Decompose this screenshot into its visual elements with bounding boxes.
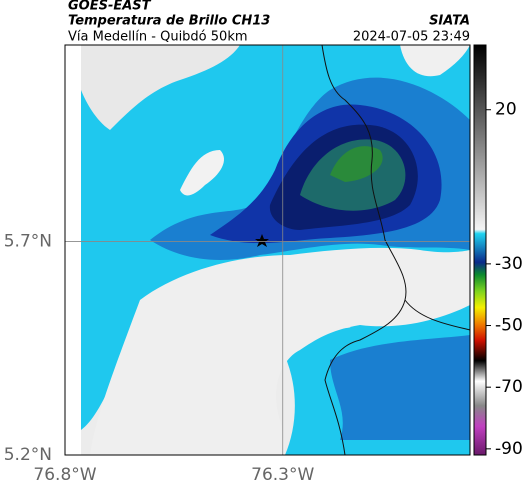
y-tick-label: 5.2°N — [4, 445, 52, 465]
y-tick-label: 5.7°N — [4, 231, 52, 251]
colorbar-tick-label: -30 — [495, 254, 523, 274]
colorbar — [473, 44, 487, 456]
location-marker — [255, 234, 269, 247]
source: SIATA — [429, 14, 470, 29]
colorbar-tick-label: -50 — [495, 316, 523, 336]
subtitle: Temperatura de Brillo CH13 — [68, 14, 270, 29]
route: Vía Medellín - Quibdó 50km — [68, 30, 248, 45]
title: GOES-EAST — [68, 0, 152, 14]
colorbar-tick-label: 20 — [495, 100, 517, 120]
datetime: 2024-07-05 23:49 — [353, 30, 470, 45]
map-frame — [64, 44, 471, 456]
x-tick-label: 76.8°W — [33, 465, 96, 485]
x-tick-label: 76.3°W — [251, 465, 314, 485]
colorbar-tick-label: -70 — [495, 377, 523, 397]
satellite-image — [65, 45, 470, 455]
borders — [321, 44, 471, 456]
colorbar-tick-label: -90 — [495, 439, 523, 459]
